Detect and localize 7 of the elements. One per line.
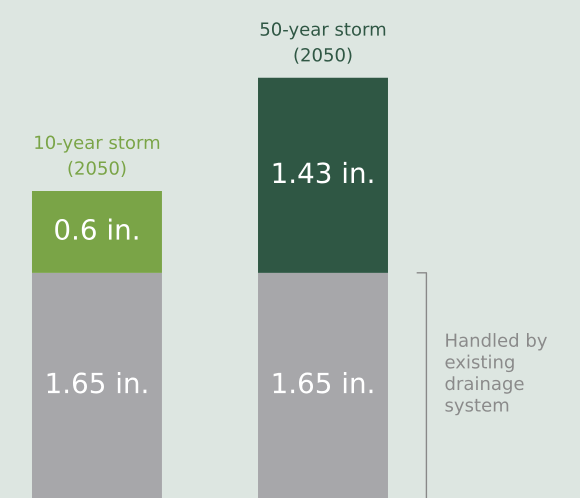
x-tick-label: 50-year storm (2050): [260, 22, 386, 64]
data-label: 1.43 in.: [274, 162, 372, 184]
data-label: 1.65 in.: [274, 372, 372, 394]
x-tick-label: 10-year storm (2050): [35, 136, 160, 178]
data-label: 0.6 in.: [55, 218, 138, 240]
data-label: 1.65 in.: [48, 372, 146, 394]
annotation: Handled by existing drainage system: [445, 333, 547, 416]
